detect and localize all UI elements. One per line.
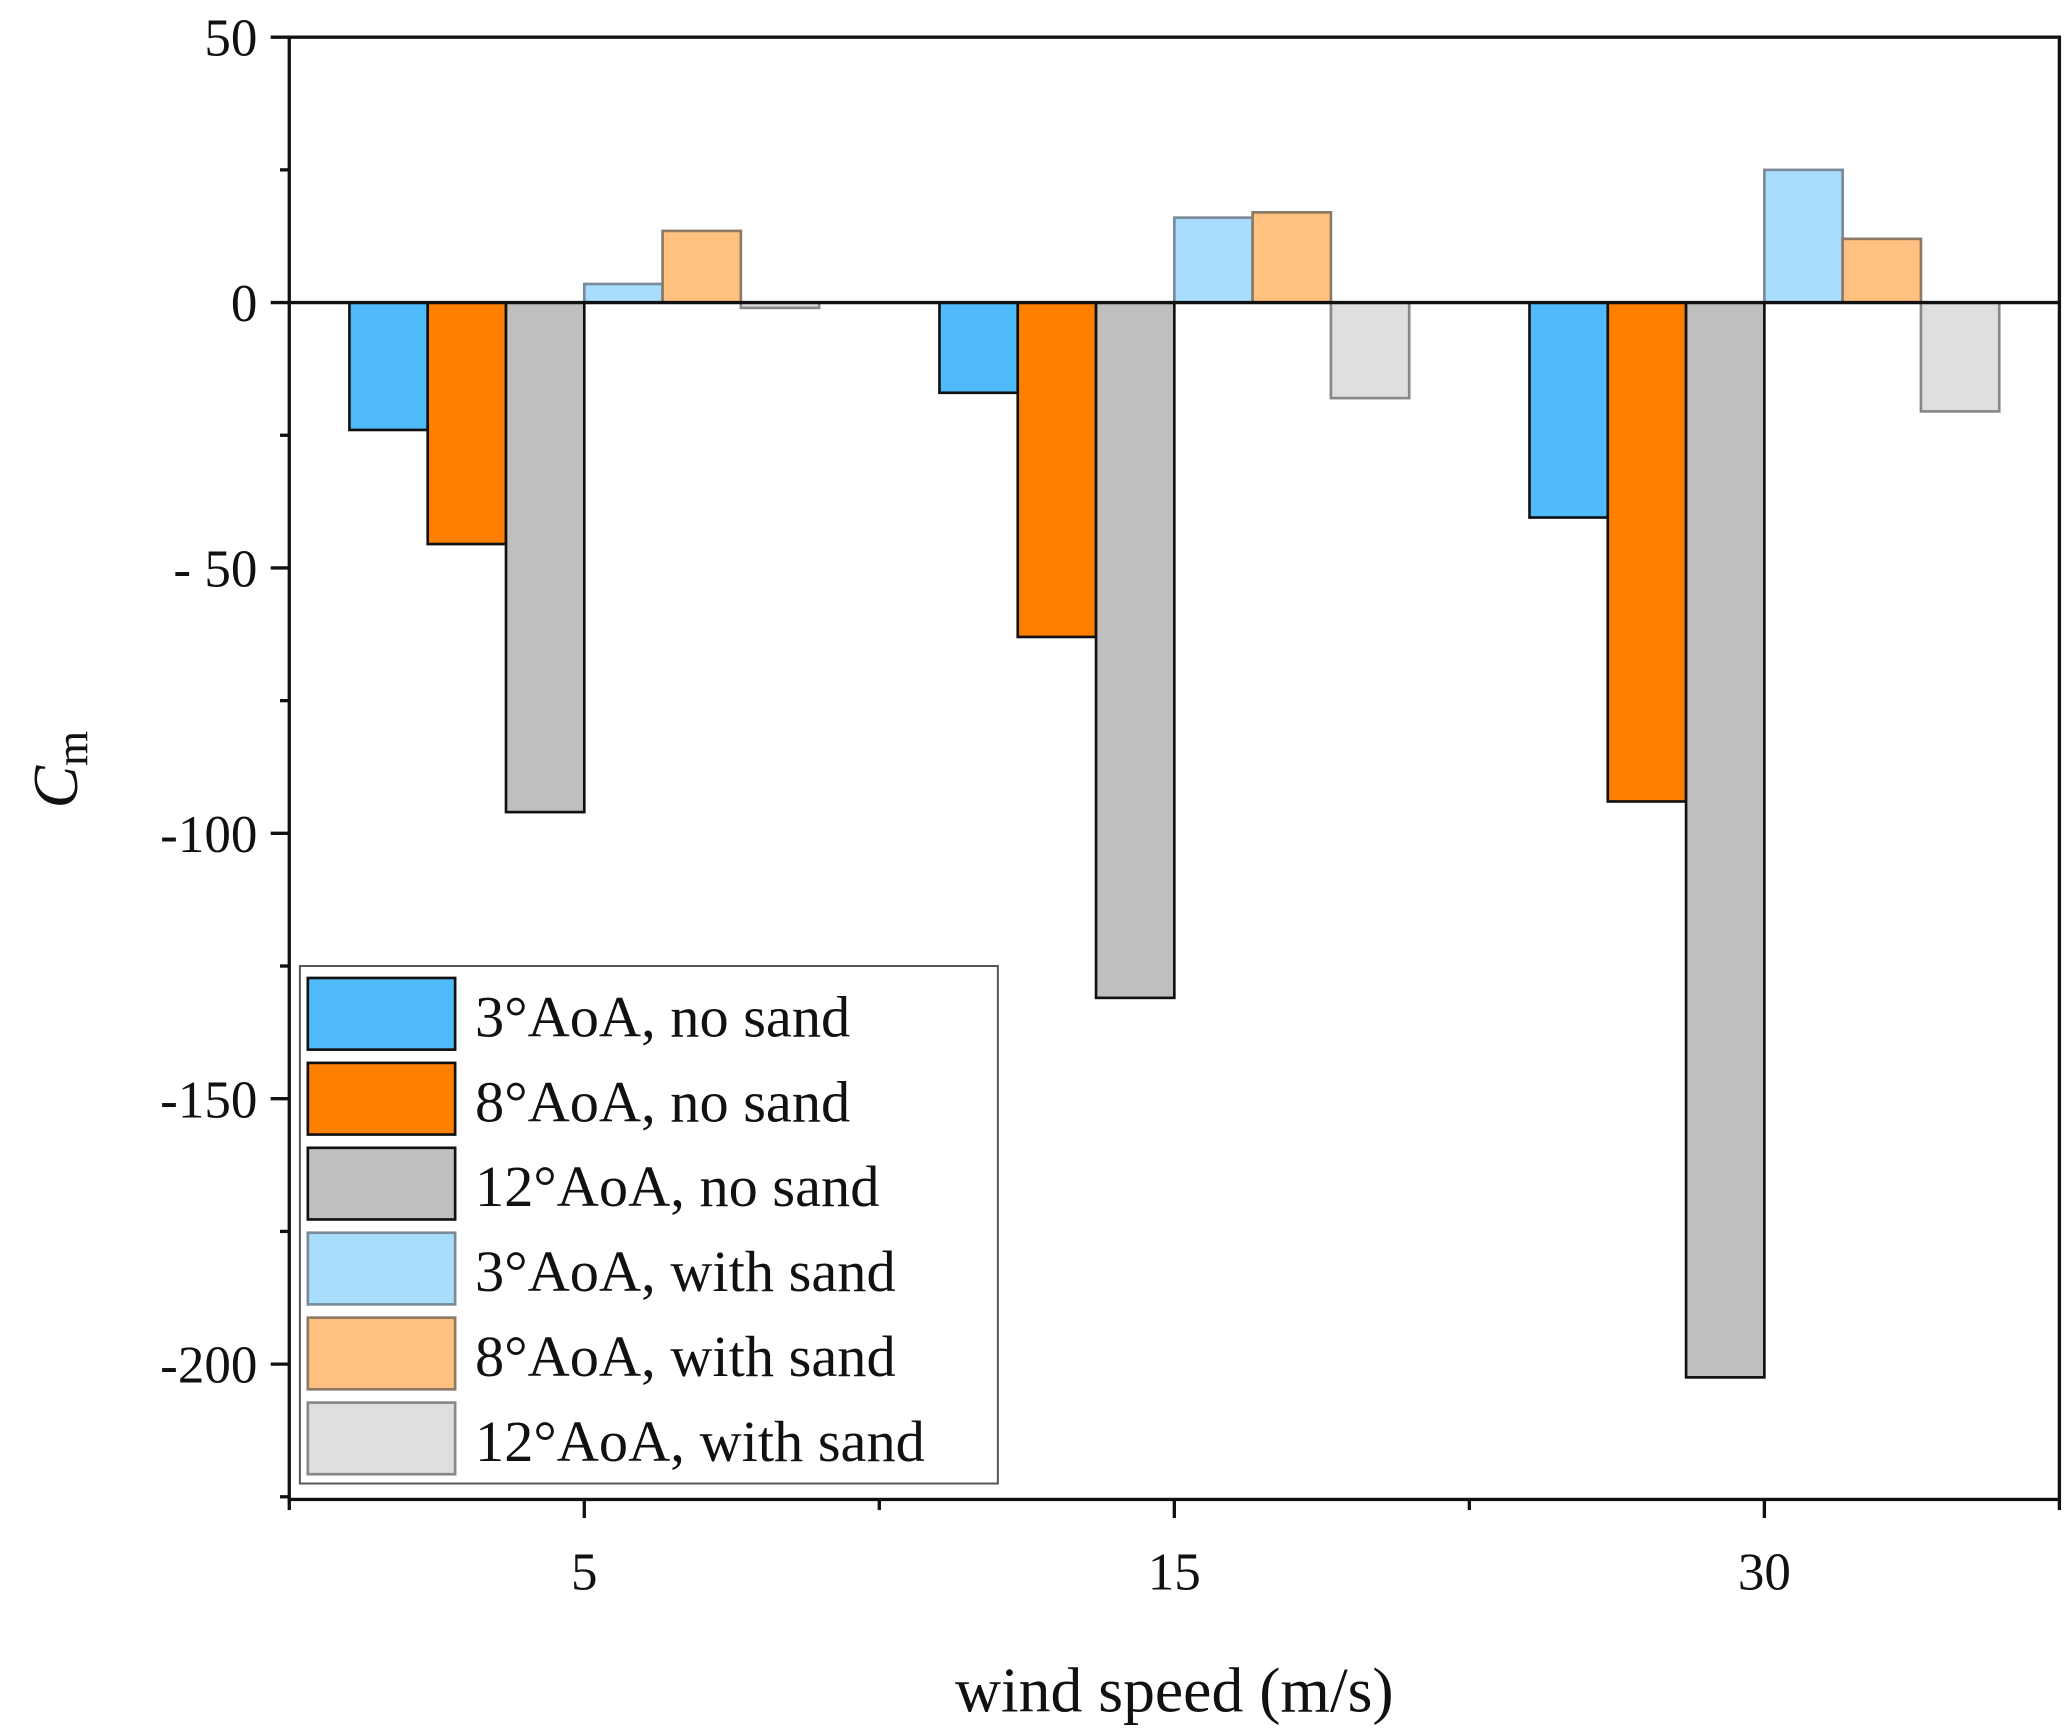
y-axis: 50 0 - 50 -100 -150 -200 <box>160 10 290 1499</box>
bar-30-series-1 <box>1606 301 1688 803</box>
legend: 3°AoA, no sand 8°AoA, no sand 12°AoA, no s… <box>298 965 999 1485</box>
x-tick-label: 5 <box>571 1544 598 1602</box>
legend-label: 12°AoA, no sand <box>475 1154 879 1219</box>
bar-15-series-4 <box>1251 211 1333 304</box>
bar-5-series-3 <box>582 282 664 304</box>
legend-swatch <box>306 1231 457 1306</box>
legend-swatch <box>306 1401 457 1476</box>
y-tick-label: - 50 <box>173 541 257 599</box>
y-tick-label: -150 <box>160 1071 257 1129</box>
bar-30-series-4 <box>1841 237 1923 304</box>
bar-15-series-5 <box>1329 301 1411 400</box>
legend-label: 8°AoA, no sand <box>475 1069 850 1134</box>
bar-5-series-0 <box>348 301 430 432</box>
legend-label: 12°AoA, with sand <box>475 1409 925 1474</box>
x-axis-title: wind speed (m/s) <box>955 1655 1394 1726</box>
legend-label: 3°AoA, with sand <box>475 1239 896 1304</box>
y-tick-label: 50 <box>204 10 257 68</box>
bar-15-series-2 <box>1094 301 1176 1000</box>
legend-swatch <box>306 1316 457 1391</box>
y-tick-label: -200 <box>160 1337 257 1395</box>
legend-label: 3°AoA, no sand <box>475 984 850 1049</box>
x-axis: 5 15 30 <box>287 1499 2062 1602</box>
legend-label: 8°AoA, with sand <box>475 1324 896 1389</box>
bar-15-series-0 <box>938 301 1020 395</box>
bar-30-series-3 <box>1763 168 1844 304</box>
bar-5-series-1 <box>426 301 508 546</box>
legend-swatch <box>306 1146 457 1221</box>
bar-30-series-2 <box>1684 301 1766 1379</box>
legend-swatch <box>306 1061 457 1136</box>
bar-30-series-5 <box>1919 301 2001 413</box>
bar-15-series-1 <box>1016 301 1098 639</box>
x-tick-label: 15 <box>1148 1544 1201 1602</box>
y-tick-label: -100 <box>160 806 257 864</box>
bar-30-series-0 <box>1528 301 1610 519</box>
y-tick-label: 0 <box>231 275 258 333</box>
legend-swatch <box>306 976 457 1051</box>
bar-15-series-3 <box>1173 216 1254 304</box>
bar-5-series-4 <box>661 229 743 304</box>
x-tick-label: 30 <box>1738 1544 1791 1602</box>
y-axis-title: Cm <box>20 731 98 809</box>
bar-5-series-2 <box>504 301 586 814</box>
legend-box <box>298 965 999 1485</box>
